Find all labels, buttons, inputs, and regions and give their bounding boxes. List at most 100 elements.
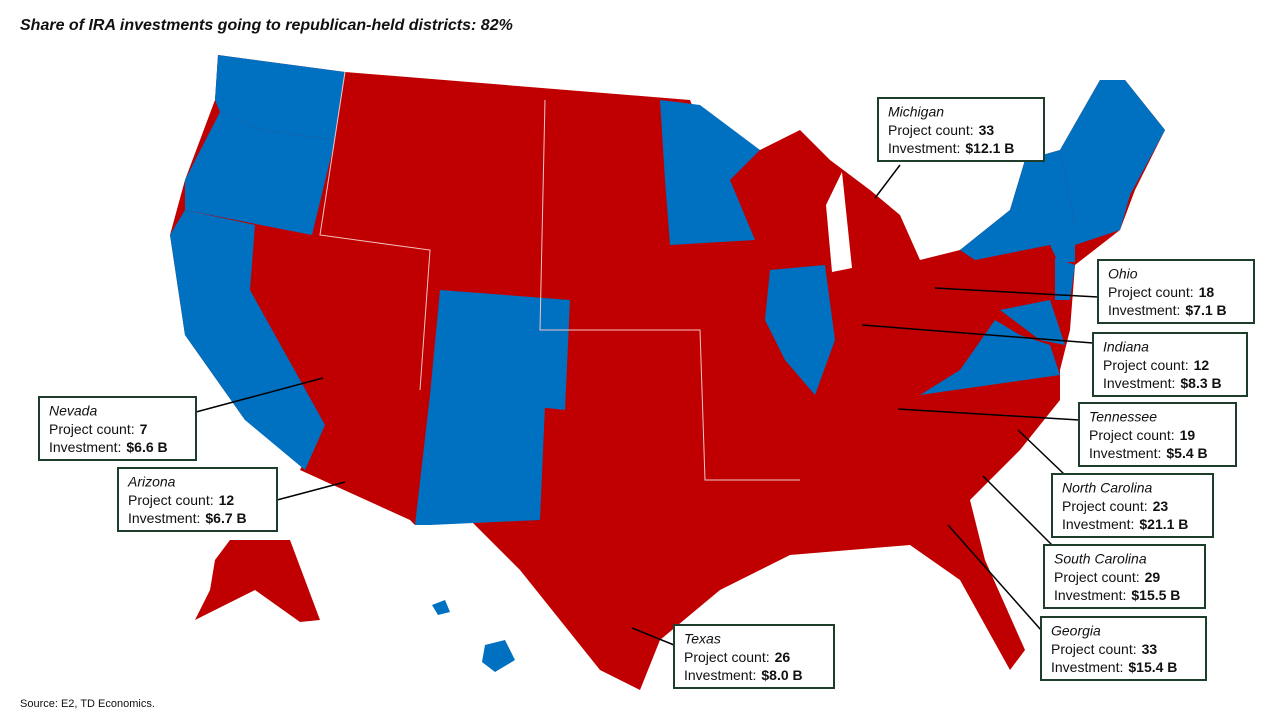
leader-line (276, 481, 346, 501)
title: Share of IRA investments going to republ… (20, 17, 513, 34)
investment-line: Investment: $8.3 B (1103, 375, 1222, 391)
project-line: Project count: 7 (49, 421, 148, 437)
investment-label: Investment: (1103, 375, 1175, 391)
contiguous-us (170, 55, 1165, 690)
state-ca (170, 210, 325, 470)
investment-label: Investment: (1051, 659, 1123, 675)
investment-line: Investment: $15.4 B (1051, 659, 1177, 675)
leader-line (1017, 429, 1065, 475)
callouts: Michigan Project count: 33 Investment: $12.1… (38, 97, 1255, 689)
callout-box (673, 624, 835, 689)
callout-box (1078, 402, 1237, 467)
callout-box (1040, 616, 1207, 681)
state-or (185, 112, 335, 235)
callout-box (1051, 473, 1214, 538)
investment-line: Investment: $6.7 B (128, 510, 247, 526)
project-line: Project count: 18 (1108, 284, 1214, 300)
investment-label: Investment: (1089, 445, 1161, 461)
state-nj (1055, 258, 1075, 300)
investment-line: Investment: $7.1 B (1108, 302, 1227, 318)
project-count: 33 (979, 122, 995, 138)
investment-value: $6.7 B (205, 510, 246, 526)
new-england (1060, 80, 1165, 245)
leader-line (982, 475, 1053, 546)
state-mn (660, 100, 760, 245)
project-label: Project count: (1051, 641, 1137, 657)
investment-line: Investment: $5.4 B (1089, 445, 1208, 461)
state-nm (415, 395, 545, 525)
project-line: Project count: 19 (1089, 427, 1195, 443)
project-label: Project count: (1089, 427, 1175, 443)
project-count: 23 (1153, 498, 1169, 514)
state-md-de (1000, 300, 1065, 345)
leader-line (195, 377, 324, 413)
investment-label: Investment: (1108, 302, 1180, 318)
project-count: 33 (1142, 641, 1158, 657)
state-name: South Carolina (1054, 551, 1147, 567)
callout-box (1097, 259, 1255, 324)
us-map (170, 55, 1165, 690)
project-line: Project count: 23 (1062, 498, 1168, 514)
state-name: Arizona (127, 474, 176, 490)
project-count: 29 (1145, 569, 1161, 585)
callout-box (38, 396, 197, 461)
state-borders (539, 99, 800, 481)
investment-value: $8.3 B (1180, 375, 1221, 391)
project-count: 26 (775, 649, 791, 665)
state-name: Ohio (1108, 266, 1138, 282)
investment-label: Investment: (1062, 516, 1134, 532)
state-co (430, 290, 570, 410)
state-il (765, 265, 835, 395)
project-label: Project count: (128, 492, 214, 508)
project-count: 12 (1194, 357, 1210, 373)
project-count: 7 (140, 421, 148, 437)
investment-line: Investment: $6.6 B (49, 439, 168, 455)
state-ny (960, 150, 1075, 262)
project-label: Project count: (1054, 569, 1140, 585)
investment-label: Investment: (128, 510, 200, 526)
project-line: Project count: 33 (1051, 641, 1157, 657)
source: Source: E2, TD Economics. (20, 698, 155, 710)
investment-value: $15.5 B (1131, 587, 1180, 603)
callout-box (877, 97, 1045, 162)
investment-label: Investment: (888, 140, 960, 156)
investment-line: Investment: $12.1 B (888, 140, 1014, 156)
investment-value: $6.6 B (126, 439, 167, 455)
investment-label: Investment: (1054, 587, 1126, 603)
investment-value: $15.4 B (1128, 659, 1177, 675)
leader-line (897, 408, 1080, 421)
state-name: Nevada (49, 403, 97, 419)
project-label: Project count: (1103, 357, 1189, 373)
state-name: North Carolina (1062, 480, 1152, 496)
investment-line: Investment: $8.0 B (684, 667, 803, 683)
project-label: Project count: (1108, 284, 1194, 300)
project-count: 18 (1199, 284, 1215, 300)
investment-line: Investment: $15.5 B (1054, 587, 1180, 603)
project-label: Project count: (684, 649, 770, 665)
callout-box (1043, 544, 1206, 609)
leader-line (934, 287, 1099, 298)
callout-box (1092, 332, 1248, 397)
project-line: Project count: 26 (684, 649, 790, 665)
project-label: Project count: (888, 122, 974, 138)
state-name: Georgia (1051, 623, 1101, 639)
alaska (195, 540, 320, 622)
project-label: Project count: (49, 421, 135, 437)
project-line: Project count: 29 (1054, 569, 1160, 585)
state-borders (319, 71, 431, 391)
leader-line (947, 524, 1042, 631)
investment-label: Investment: (684, 667, 756, 683)
project-line: Project count: 12 (128, 492, 234, 508)
hawaii-1 (432, 600, 450, 615)
investment-value: $8.0 B (761, 667, 802, 683)
hawaii-2 (482, 640, 515, 672)
state-name: Michigan (888, 104, 944, 120)
project-line: Project count: 33 (888, 122, 994, 138)
state-name: Indiana (1103, 339, 1149, 355)
project-count: 19 (1180, 427, 1196, 443)
leader-line (861, 324, 1094, 344)
leader-line (874, 164, 901, 199)
project-count: 12 (219, 492, 235, 508)
lake-michigan (826, 172, 852, 272)
investment-value: $12.1 B (965, 140, 1014, 156)
